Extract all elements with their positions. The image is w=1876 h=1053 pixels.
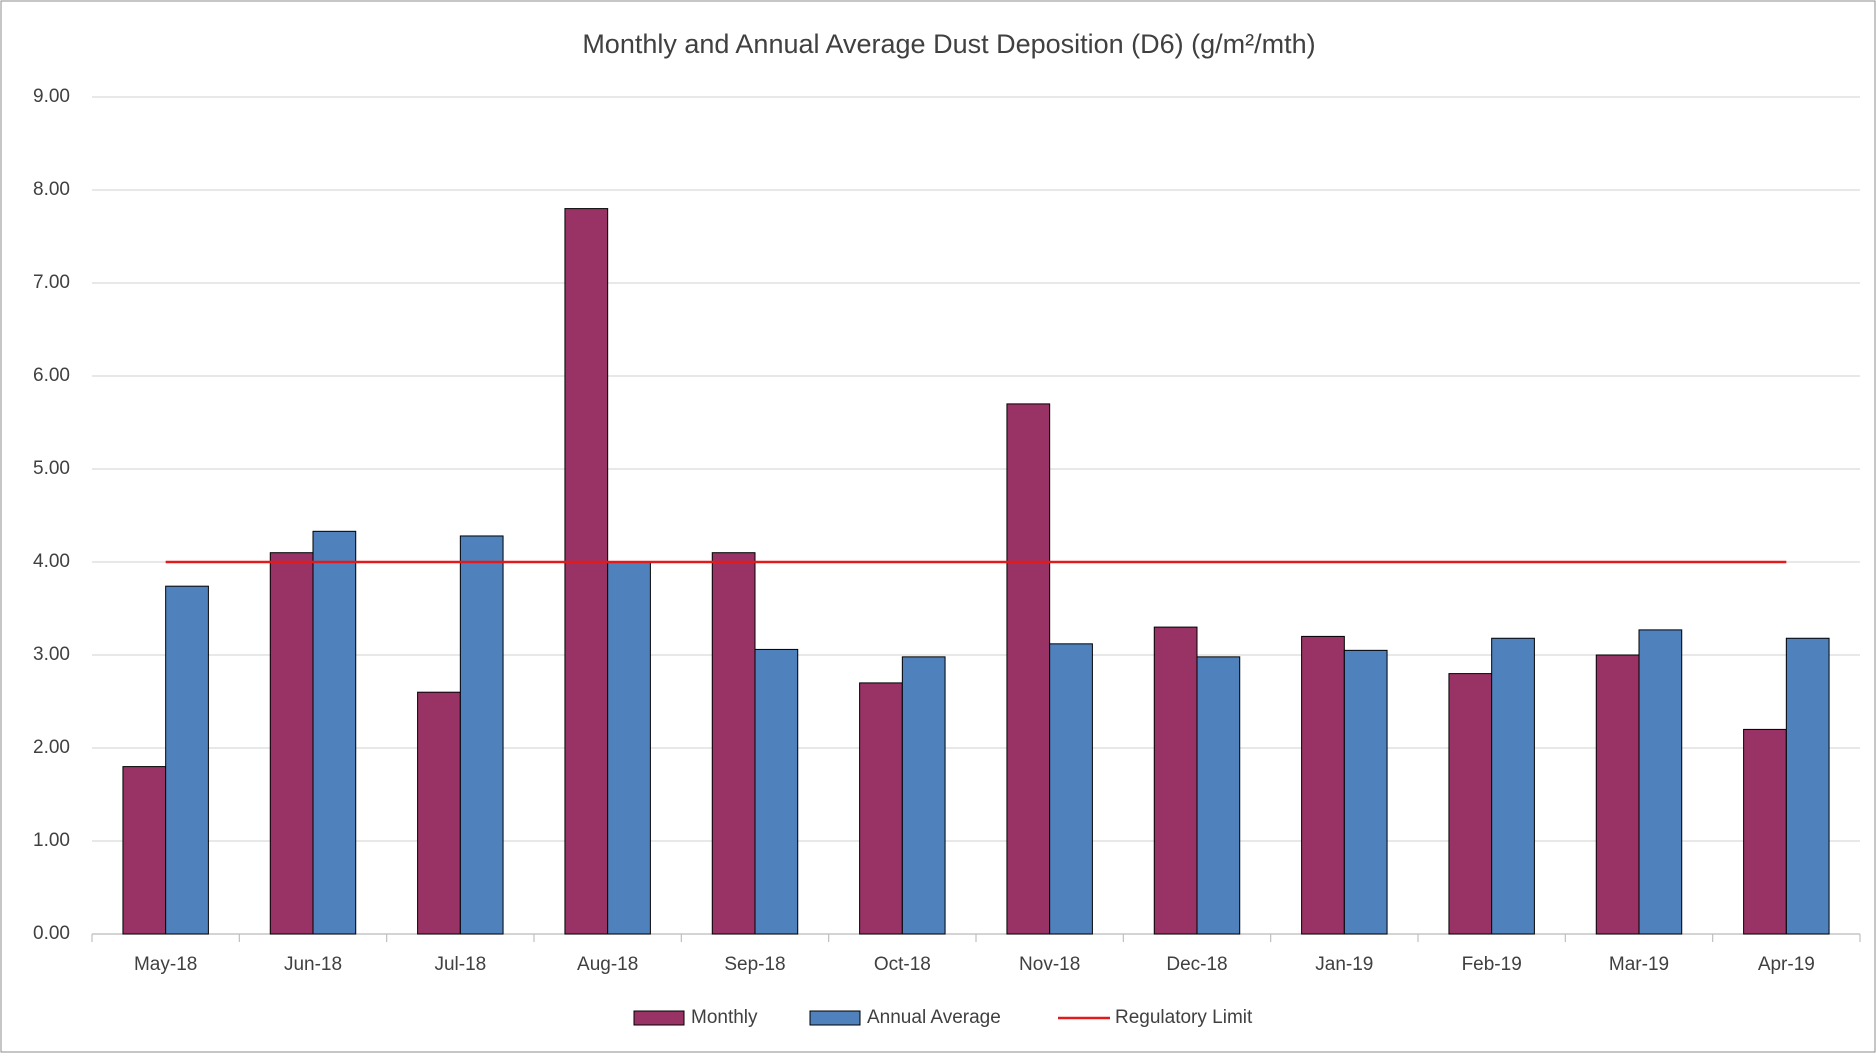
x-tick-label: Oct-18: [874, 954, 931, 975]
bar: [1343, 649, 1388, 935]
x-tick-label: Apr-19: [1758, 954, 1815, 975]
x-tick-label: Dec-18: [1166, 954, 1227, 975]
bar: [165, 585, 209, 935]
bar: [1301, 635, 1345, 935]
x-tick-label: May-18: [134, 954, 197, 975]
bar: [1006, 403, 1051, 935]
bar: [1743, 728, 1787, 935]
y-tick-label: 3.00: [33, 644, 70, 665]
x-tick-label: Jul-18: [434, 954, 486, 975]
bar: [711, 552, 756, 935]
legend-label: Regulatory Limit: [1115, 1007, 1253, 1028]
y-tick-label: 7.00: [33, 272, 70, 293]
bar: [269, 552, 314, 935]
x-tick-label: Feb-19: [1462, 954, 1522, 975]
legend-swatch: [809, 1010, 861, 1026]
x-tick-label: Nov-18: [1019, 954, 1080, 975]
y-tick-label: 2.00: [33, 737, 70, 758]
legend-swatch: [633, 1010, 685, 1026]
bar: [1638, 629, 1683, 935]
bar: [901, 656, 946, 935]
bar: [754, 648, 799, 935]
x-tick-label: Jun-18: [284, 954, 342, 975]
bar: [564, 208, 609, 935]
x-tick-label: Sep-18: [724, 954, 785, 975]
bar: [312, 530, 357, 935]
bar: [1785, 637, 1830, 935]
bar: [859, 682, 903, 935]
legend-label: Monthly: [691, 1007, 758, 1028]
bar: [1153, 626, 1198, 935]
chart-title: Monthly and Annual Average Dust Depositi…: [582, 29, 1315, 59]
bar: [459, 535, 504, 935]
legend-label: Annual Average: [867, 1007, 1001, 1028]
bar: [1049, 643, 1093, 935]
y-tick-label: 9.00: [33, 86, 70, 107]
y-tick-label: 6.00: [33, 365, 70, 386]
y-tick-label: 0.00: [33, 923, 70, 944]
bar: [1196, 656, 1241, 935]
x-tick-label: Mar-19: [1609, 954, 1669, 975]
bar: [607, 561, 651, 935]
bar: [1448, 673, 1493, 935]
y-tick-label: 5.00: [33, 458, 70, 479]
bar: [1491, 637, 1535, 935]
bar: [1595, 654, 1640, 935]
bar: [417, 691, 461, 935]
y-tick-label: 4.00: [33, 551, 70, 572]
bar: [122, 766, 167, 935]
y-tick-label: 8.00: [33, 179, 70, 200]
x-tick-label: Aug-18: [577, 954, 638, 975]
y-tick-label: 1.00: [33, 830, 70, 851]
x-tick-label: Jan-19: [1315, 954, 1373, 975]
